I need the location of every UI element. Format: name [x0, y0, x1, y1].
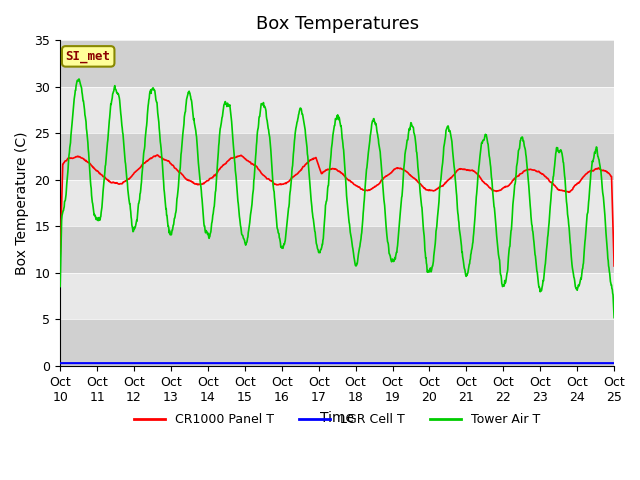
Tower Air T	[100, 185, 108, 191]
LGR Cell T	[611, 360, 618, 366]
Tower Air T	[303, 144, 311, 150]
CR1000 Panel T	[303, 160, 311, 166]
CR1000 Panel T	[122, 179, 129, 184]
Line: Tower Air T: Tower Air T	[60, 79, 614, 318]
CR1000 Panel T	[99, 174, 107, 180]
CR1000 Panel T	[372, 183, 380, 189]
CR1000 Panel T	[154, 152, 161, 158]
Bar	[60, 226, 614, 273]
CR1000 Panel T	[56, 256, 64, 262]
CR1000 Panel T	[292, 172, 300, 178]
Title: Box Temperatures: Box Temperatures	[255, 15, 419, 33]
Line: CR1000 Panel T: CR1000 Panel T	[60, 155, 614, 266]
Tower Air T	[372, 120, 380, 126]
Legend: CR1000 Panel T, LGR Cell T, Tower Air T: CR1000 Panel T, LGR Cell T, Tower Air T	[129, 408, 545, 432]
Tower Air T	[313, 243, 321, 249]
LGR Cell T	[99, 360, 107, 366]
Tower Air T	[611, 315, 618, 321]
Text: SI_met: SI_met	[66, 50, 111, 63]
Bar	[60, 133, 614, 180]
CR1000 Panel T	[611, 263, 618, 269]
Bar	[60, 40, 614, 87]
LGR Cell T	[56, 360, 64, 366]
LGR Cell T	[291, 360, 299, 366]
Bar	[60, 319, 614, 366]
X-axis label: Time: Time	[320, 410, 354, 425]
LGR Cell T	[122, 360, 129, 366]
Tower Air T	[292, 127, 300, 133]
LGR Cell T	[313, 360, 321, 366]
CR1000 Panel T	[313, 158, 321, 164]
LGR Cell T	[303, 360, 310, 366]
Y-axis label: Box Temperature (C): Box Temperature (C)	[15, 131, 29, 275]
Tower Air T	[122, 166, 130, 171]
Tower Air T	[75, 76, 83, 82]
LGR Cell T	[372, 360, 380, 366]
Tower Air T	[56, 284, 64, 289]
